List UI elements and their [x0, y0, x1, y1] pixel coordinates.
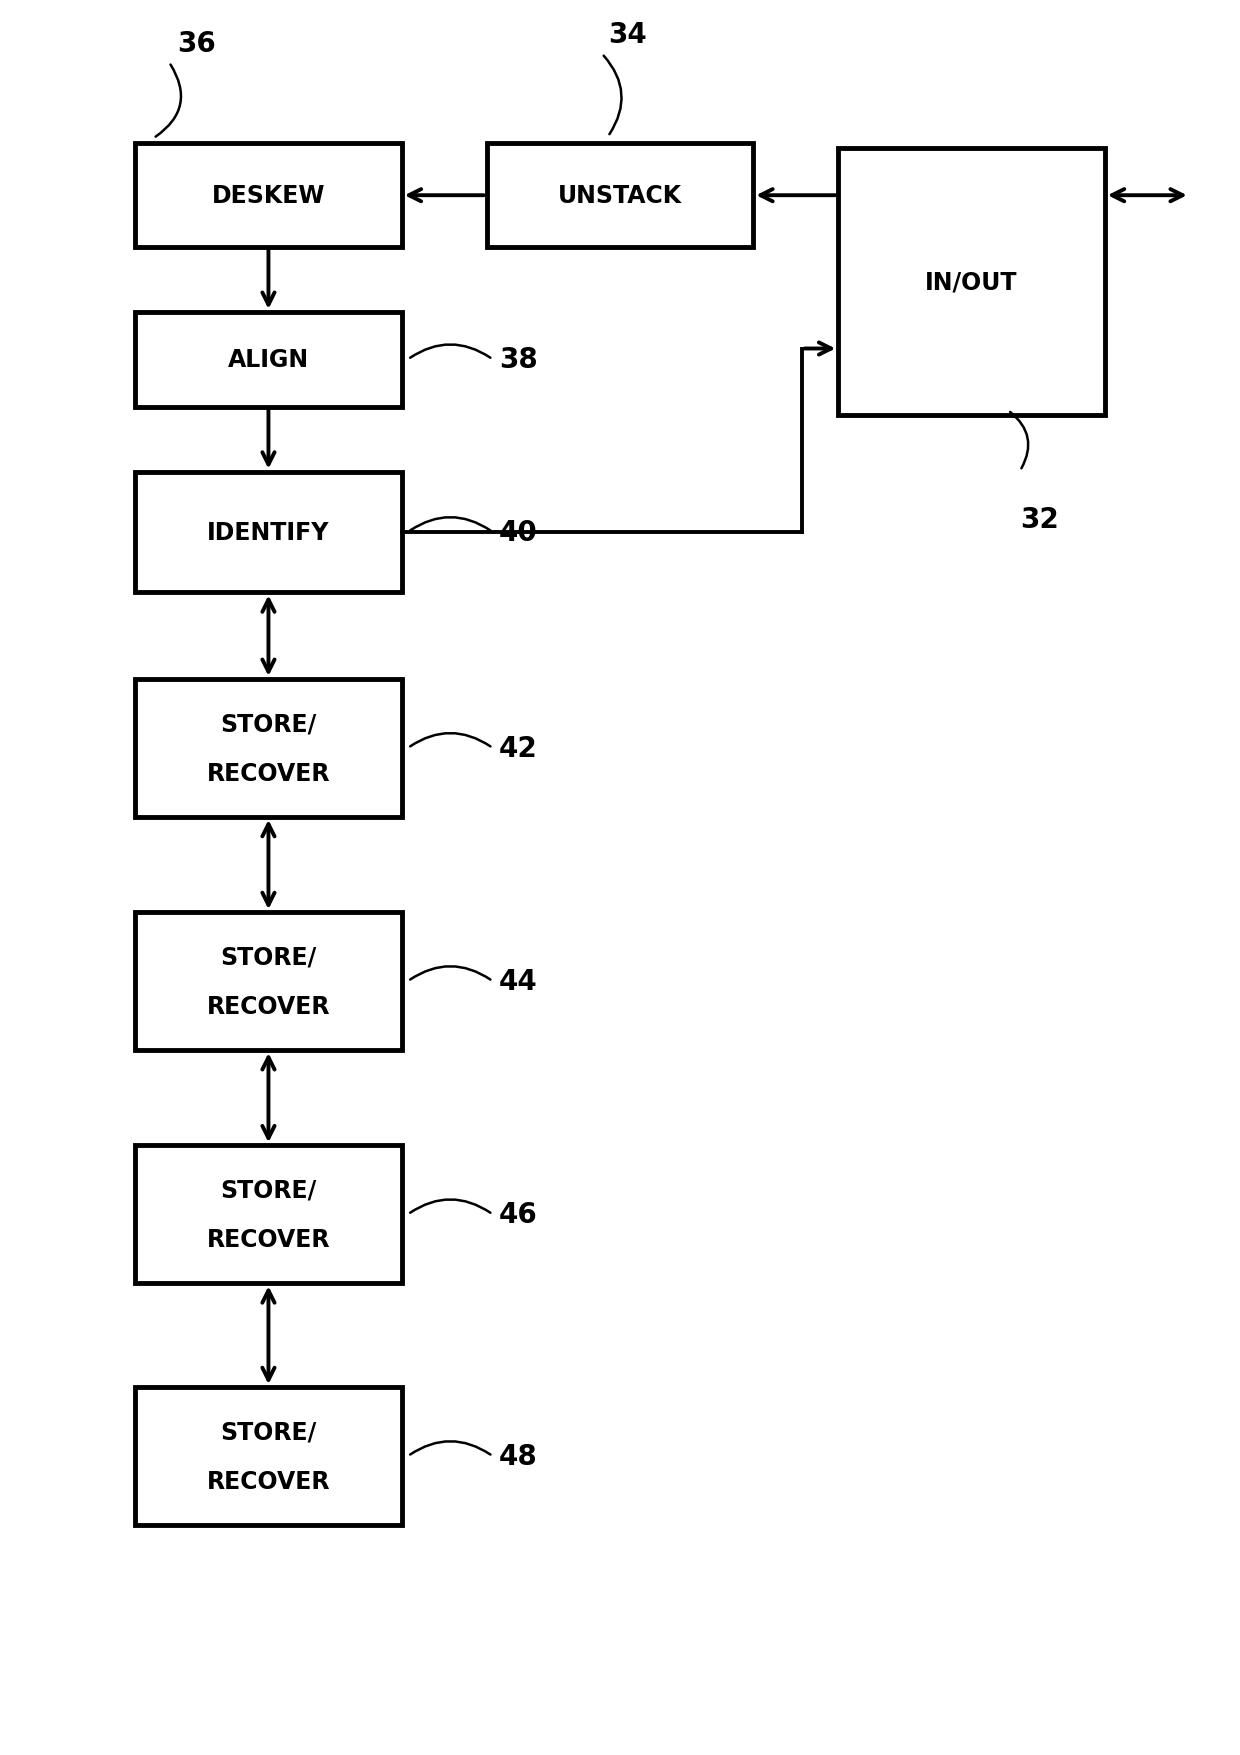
Text: 46: 46 [498, 1200, 537, 1228]
Bar [135, 913, 402, 1051]
Text: ALIGN: ALIGN [228, 347, 309, 372]
Text: STORE/: STORE/ [221, 1178, 316, 1202]
Bar [838, 149, 1105, 416]
Text: 36: 36 [177, 30, 216, 58]
Text: RECOVER: RECOVER [207, 1469, 330, 1494]
Text: 44: 44 [498, 967, 537, 995]
Text: STORE/: STORE/ [221, 944, 316, 969]
Text: 42: 42 [498, 735, 537, 762]
Text: IDENTIFY: IDENTIFY [207, 521, 330, 544]
Bar [135, 144, 402, 247]
Text: RECOVER: RECOVER [207, 995, 330, 1018]
Bar [135, 472, 402, 593]
Text: RECOVER: RECOVER [207, 762, 330, 784]
Text: 40: 40 [498, 519, 537, 548]
Text: 38: 38 [498, 346, 537, 374]
Bar [135, 312, 402, 407]
Text: IN/OUT: IN/OUT [925, 270, 1018, 295]
Text: 34: 34 [608, 21, 646, 49]
Bar [135, 1386, 402, 1525]
Bar [135, 679, 402, 818]
Text: STORE/: STORE/ [221, 1420, 316, 1443]
Text: 32: 32 [1021, 505, 1059, 534]
Bar [486, 144, 754, 247]
Text: RECOVER: RECOVER [207, 1227, 330, 1251]
Bar [135, 1146, 402, 1283]
Text: UNSTACK: UNSTACK [558, 184, 682, 209]
Text: 48: 48 [498, 1443, 537, 1471]
Text: DESKEW: DESKEW [212, 184, 325, 209]
Text: STORE/: STORE/ [221, 713, 316, 735]
